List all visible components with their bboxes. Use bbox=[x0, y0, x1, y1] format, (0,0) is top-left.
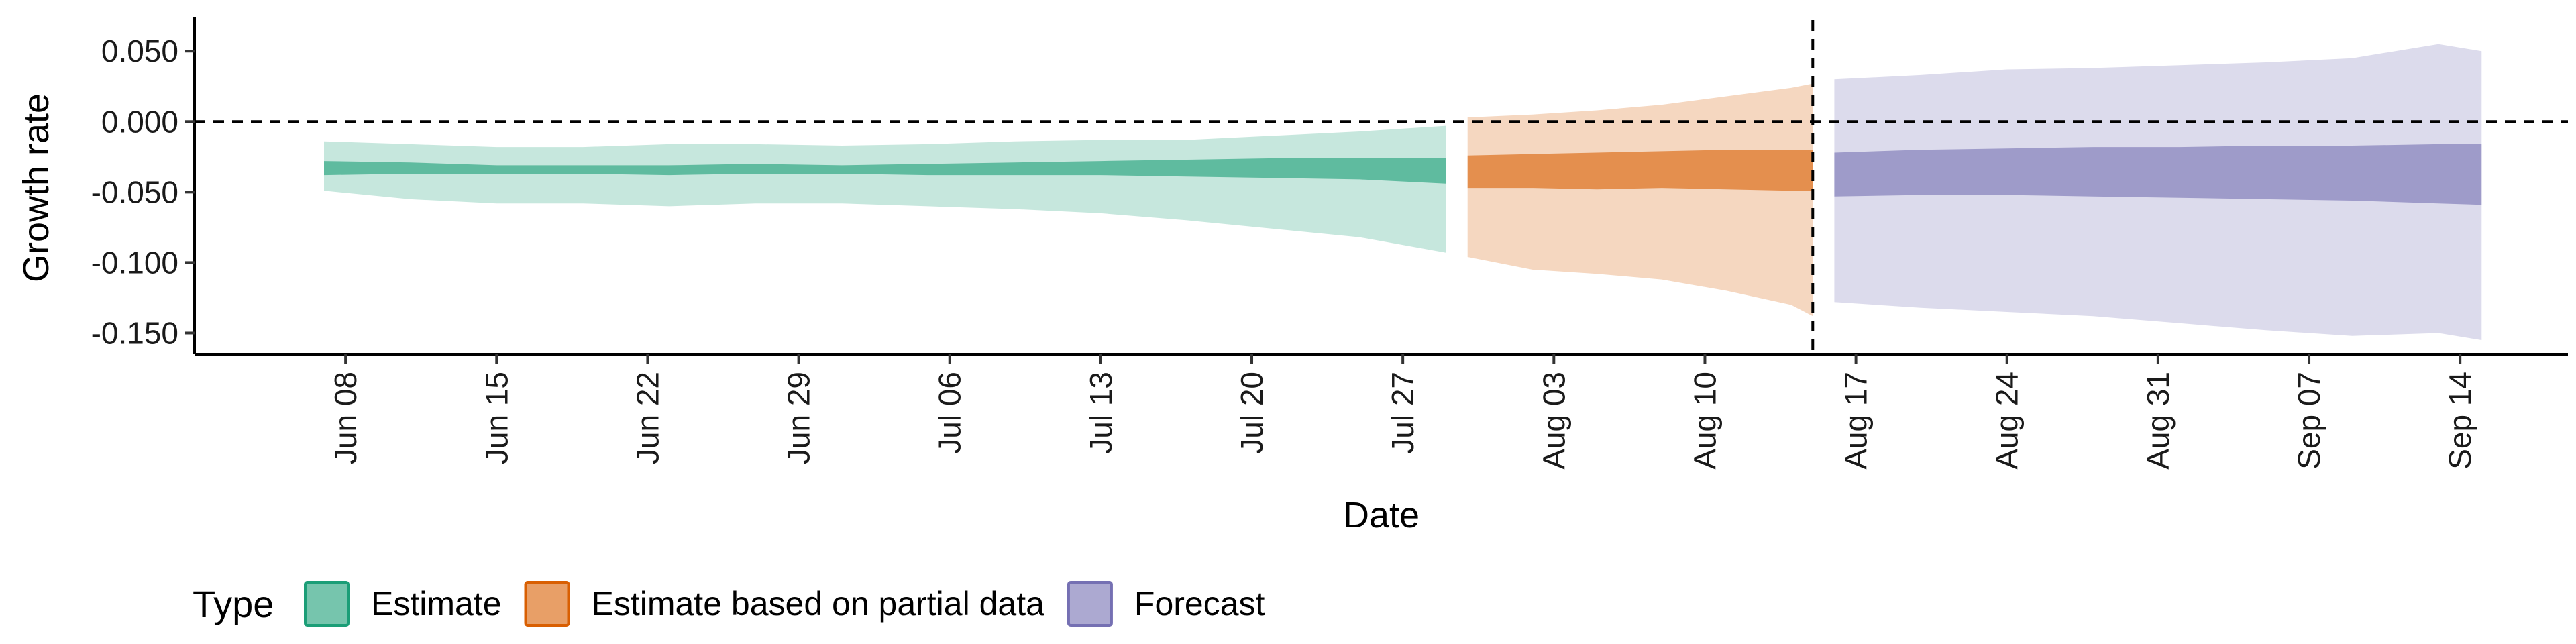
x-tick-label: Jun 29 bbox=[782, 372, 816, 464]
x-tick-label: Jun 22 bbox=[630, 372, 665, 464]
legend-swatch bbox=[1067, 581, 1113, 627]
x-tick-label: Aug 10 bbox=[1688, 372, 1723, 470]
legend-label: Estimate bbox=[371, 585, 502, 623]
y-tick-label: 0.050 bbox=[101, 34, 178, 68]
series-1-inner-band bbox=[1467, 150, 1813, 191]
x-tick-label: Aug 03 bbox=[1536, 372, 1571, 470]
x-axis-ticks: Jun 08 Jun 15 Jun 22 Jun 29 Jul 06 Jul 13 Jul … bbox=[328, 354, 2477, 470]
x-tick-label: Sep 07 bbox=[2292, 372, 2326, 470]
x-tick-label: Sep 14 bbox=[2443, 372, 2477, 470]
y-tick-label: -0.150 bbox=[91, 315, 178, 350]
x-axis-title: Date bbox=[1343, 495, 1419, 535]
x-tick-label: Jul 27 bbox=[1385, 372, 1420, 454]
series-1-outer-band bbox=[1467, 83, 1813, 317]
x-tick-label: Jul 06 bbox=[932, 372, 967, 454]
legend-label: Estimate based on partial data bbox=[592, 585, 1045, 623]
legend: Type Estimate Estimate based on partial d… bbox=[193, 581, 1265, 627]
x-tick-label: Jul 20 bbox=[1234, 372, 1269, 454]
series-0-outer-band bbox=[324, 125, 1446, 253]
x-tick-label: Aug 31 bbox=[2141, 372, 2176, 470]
x-tick-label: Jun 08 bbox=[328, 372, 363, 464]
x-tick-label: Aug 17 bbox=[1839, 372, 1874, 470]
series-2-inner-band bbox=[1834, 144, 2482, 205]
legend-swatch bbox=[524, 581, 570, 627]
y-axis-ticks: 0.050 0.000 -0.050 -0.100 -0.150 bbox=[91, 34, 195, 350]
legend-title: Type bbox=[193, 583, 274, 625]
series-0-inner-band bbox=[324, 158, 1446, 184]
x-tick-label: Jun 15 bbox=[479, 372, 514, 464]
x-tick-label: Aug 24 bbox=[1990, 372, 2025, 470]
y-tick-label: -0.050 bbox=[91, 174, 178, 209]
x-tick-label: Jul 13 bbox=[1083, 372, 1118, 454]
y-tick-label: -0.100 bbox=[91, 245, 178, 280]
plot-bands bbox=[324, 44, 2482, 340]
legend-label: Forecast bbox=[1134, 585, 1265, 623]
reference-lines bbox=[195, 20, 2568, 354]
y-axis-title: Growth rate bbox=[16, 93, 56, 282]
axes bbox=[193, 17, 2568, 356]
legend-swatch bbox=[304, 581, 350, 627]
y-tick-label: 0.000 bbox=[101, 104, 178, 139]
